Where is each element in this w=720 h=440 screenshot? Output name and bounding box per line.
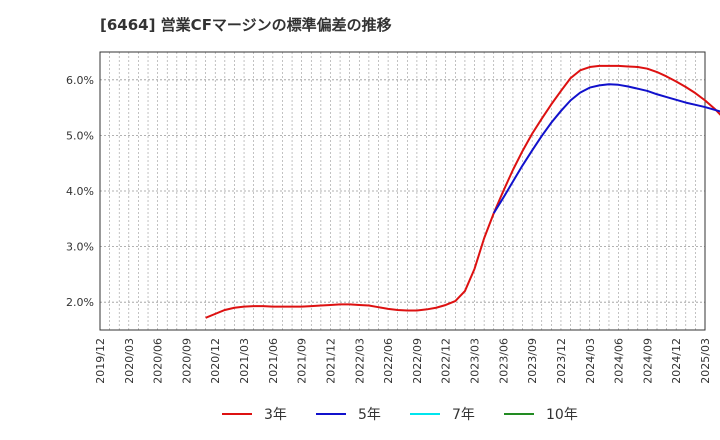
x-tick-label: 2023/03 [469,338,482,384]
y-tick-label: 4.0% [66,185,94,198]
chart-title: [6464] 営業CFマージンの標準偏差の推移 [100,16,392,34]
legend-label-1: 5年 [358,407,381,423]
y-grid [100,79,705,303]
x-tick-label: 2022/09 [411,338,424,384]
x-axis: 2019/12 2020/03 2020/06 2020/09 2020/12 2021/… [94,338,712,384]
x-tick-label: 2020/06 [152,338,165,384]
x-tick-label: 2024/06 [613,338,626,384]
x-tick-label: 2023/12 [555,338,568,384]
x-tick-label: 2020/03 [123,338,136,384]
x-tick-label: 2022/12 [440,338,453,384]
y-tick-label: 2.0% [66,296,94,309]
x-tick-label: 2021/03 [238,338,251,384]
legend-label-0: 3年 [264,407,287,423]
x-tick-label: 2021/06 [267,338,280,384]
series-line-1 [492,83,720,214]
y-tick-label: 6.0% [66,74,94,87]
legend-label-2: 7年 [452,407,475,423]
plot-area [100,52,705,330]
x-tick-label: 2021/12 [324,338,337,384]
x-tick-label: 2020/09 [180,338,193,384]
legend-label-3: 10年 [546,407,578,423]
y-tick-label: 3.0% [66,241,94,254]
plot-frame [99,51,706,331]
x-tick-label: 2024/09 [641,338,654,384]
x-tick-label: 2023/09 [526,338,539,384]
x-tick-label: 2022/06 [382,338,395,384]
legend: 3年 5年 7年 10年 [222,407,578,423]
x-tick-label: 2021/09 [296,338,309,384]
x-tick-label: 2025/03 [699,338,712,384]
y-axis: 2.0% 3.0% 4.0% 5.0% 6.0% [66,74,94,309]
x-tick-label: 2023/06 [497,338,510,384]
series-line-0 [205,64,720,319]
x-tick-label: 2024/12 [670,338,683,384]
x-tick-label: 2022/03 [353,338,366,384]
series-group [205,64,720,319]
x-tick-label: 2019/12 [94,338,107,384]
x-tick-label: 2020/12 [209,338,222,384]
y-tick-label: 5.0% [66,129,94,142]
x-tick-label: 2024/03 [584,338,597,384]
